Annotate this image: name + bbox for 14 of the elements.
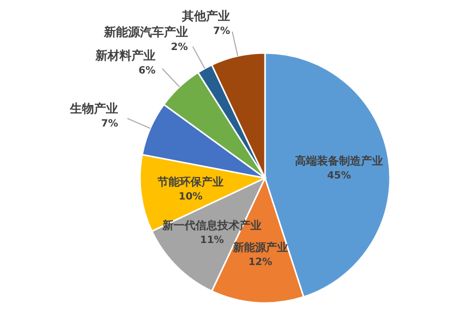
data-label: 11% — [200, 235, 224, 246]
data-label: 10% — [178, 191, 203, 202]
data-label: 12% — [248, 256, 272, 268]
data-label: 2% — [170, 42, 188, 53]
slice-label: 新材料产业 — [94, 48, 156, 62]
data-label: 6% — [138, 65, 156, 76]
slice-label: 其他产业 — [181, 8, 230, 23]
data-label: 7% — [101, 118, 118, 130]
slice-label: 生物产业 — [69, 101, 118, 116]
slice-label: 节能环保产业 — [156, 175, 224, 188]
data-label: 7% — [213, 26, 230, 37]
slice-label: 高端装备制造产业 — [295, 154, 384, 168]
slice-label: 新能源汽车产业 — [102, 24, 188, 39]
data-label: 45% — [327, 170, 352, 182]
